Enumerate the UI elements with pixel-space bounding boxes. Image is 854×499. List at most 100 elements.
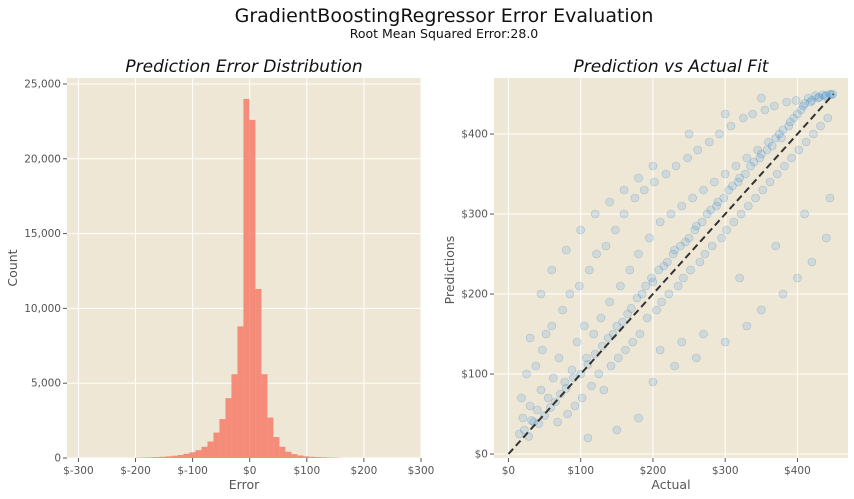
scatter-point (645, 233, 654, 243)
scatter-point (525, 401, 535, 411)
scatter-point (670, 361, 679, 371)
histogram-bar (303, 456, 310, 458)
histogram-bar (153, 457, 160, 458)
scatter-point (543, 393, 553, 403)
scatter-point (822, 91, 831, 100)
scatter-point (807, 257, 817, 267)
scatter-point (825, 193, 835, 203)
scatter-point (765, 177, 775, 187)
scatter-point (746, 161, 755, 171)
scatter-point (589, 329, 598, 339)
histogram-axes: $-300 $-200 $-100 $0 $100 $200 $300 0 5,000 10,00… (5, 57, 434, 492)
histogram-bar (159, 456, 166, 458)
scatter-point (618, 317, 627, 327)
scatter-point (637, 289, 647, 299)
scatter-point (816, 121, 825, 131)
histogram-bar (315, 457, 322, 458)
histogram-bar (321, 457, 328, 458)
histogram-title: Prediction Error Distribution (125, 57, 362, 77)
scatter-y-tick-label: $200 (461, 289, 488, 301)
histogram-bar (249, 119, 256, 458)
scatter-point (688, 193, 697, 203)
scatter-point (785, 117, 795, 127)
scatter-xlabel: Actual (651, 477, 690, 492)
scatter-point (648, 161, 658, 171)
scatter-point (787, 153, 796, 163)
histogram-bar (183, 453, 190, 458)
scatter-point (567, 365, 577, 375)
scatter-point (757, 93, 766, 103)
scatter-point (784, 121, 794, 131)
scatter-point (726, 121, 736, 131)
scatter-point (533, 405, 542, 415)
scatter-point (684, 233, 694, 243)
histogram-bar (189, 452, 196, 458)
scatter-point (587, 381, 596, 391)
histogram-y-tick-label: 10,000 (24, 303, 61, 315)
scatter-point (720, 109, 730, 119)
histogram-y-tick-label: 0 (54, 453, 61, 465)
histogram-bars (135, 98, 340, 458)
scatter-point (813, 93, 822, 103)
scatter-point (735, 273, 744, 283)
scatter-point (648, 377, 658, 387)
scatter-point (650, 177, 659, 187)
scatter-point (731, 161, 741, 171)
scatter-point (700, 249, 710, 259)
histogram-x-tick-label: $-300 (63, 465, 94, 477)
scatter-point (733, 177, 743, 187)
scatter-point (686, 265, 695, 275)
scatter-point (599, 385, 609, 395)
scatter-point (806, 97, 815, 107)
figure-subtitle: Root Mean Squared Error:28.0 (350, 26, 539, 41)
scatter-point (548, 373, 558, 383)
histogram-y-tick-label: 15,000 (24, 228, 61, 240)
scatter-x-tick-label: $300 (712, 465, 739, 477)
scatter-point (570, 401, 580, 411)
scatter-point (612, 321, 622, 331)
histogram-bar (261, 374, 268, 458)
scatter-x-tick-label: $400 (784, 465, 811, 477)
scatter-point (520, 425, 529, 435)
histogram-bar (195, 450, 202, 458)
scatter-point (741, 169, 750, 179)
scatter-point (616, 281, 625, 291)
scatter-point (642, 313, 652, 323)
scatter-point (764, 137, 773, 147)
scatter-grid (494, 78, 848, 458)
scatter-point (818, 90, 828, 100)
scatter-point (527, 416, 536, 425)
histogram-bar (171, 455, 178, 458)
scatter-point (793, 109, 802, 119)
scatter-point (775, 129, 784, 139)
scatter-point (751, 193, 760, 203)
scatter-point (657, 297, 666, 307)
scatter-point (678, 273, 688, 283)
scatter-point (707, 241, 717, 251)
scatter-point (647, 273, 656, 283)
scatter-point (639, 185, 649, 195)
scatter-point (801, 137, 811, 147)
scatter-point (605, 297, 614, 307)
scatter-point (554, 353, 564, 363)
scatter-point (823, 113, 833, 123)
scatter-point (634, 413, 643, 423)
scatter-axes: $0 $100 $200 $300 $400 $0 $100 $200 $300 $400 Pre… (442, 57, 848, 492)
histogram-ticks: $-300 $-200 $-100 $0 $100 $200 $300 0 5,000 10,00… (24, 78, 434, 477)
histogram-y-tick-label: 25,000 (24, 78, 61, 90)
scatter-point (664, 289, 674, 299)
scatter-point (577, 393, 587, 403)
histogram-x-tick-label: $100 (293, 465, 320, 477)
scatter-point (661, 169, 671, 179)
scatter-point (541, 329, 551, 339)
scatter-point (628, 337, 638, 347)
scatter-point (702, 209, 712, 219)
figure-title: GradientBoostingRegressor Error Evaluati… (235, 5, 654, 27)
scatter-point (822, 233, 831, 243)
scatter-point (596, 313, 606, 323)
scatter-point (606, 361, 616, 371)
scatter-point (556, 389, 565, 399)
histogram-y-tick-label: 20,000 (24, 153, 61, 165)
scatter-point (735, 173, 744, 183)
scatter-point (780, 161, 789, 171)
